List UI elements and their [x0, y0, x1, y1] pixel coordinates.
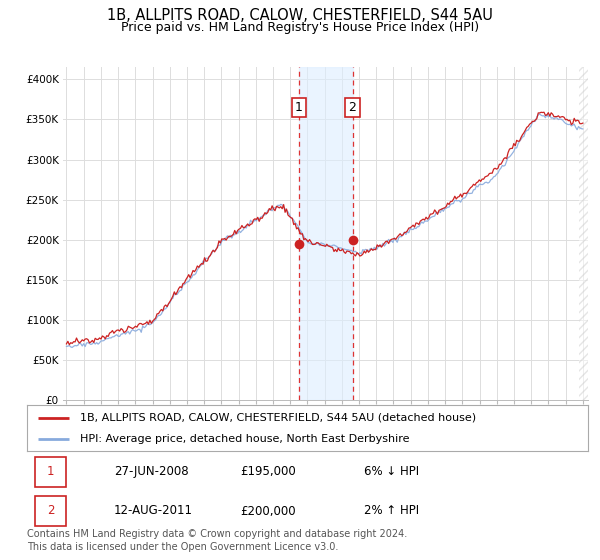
Text: HPI: Average price, detached house, North East Derbyshire: HPI: Average price, detached house, Nort… [80, 435, 410, 444]
Bar [299, 67, 353, 400]
Text: 2: 2 [349, 101, 356, 114]
Text: 1B, ALLPITS ROAD, CALOW, CHESTERFIELD, S44 5AU (detached house): 1B, ALLPITS ROAD, CALOW, CHESTERFIELD, S… [80, 413, 476, 423]
Text: 6% ↓ HPI: 6% ↓ HPI [364, 465, 419, 478]
Text: 2% ↑ HPI: 2% ↑ HPI [364, 505, 419, 517]
Text: Contains HM Land Registry data © Crown copyright and database right 2024.
This d: Contains HM Land Registry data © Crown c… [27, 529, 407, 552]
Text: 2: 2 [47, 505, 55, 517]
Text: 27-JUN-2008: 27-JUN-2008 [114, 465, 188, 478]
FancyBboxPatch shape [35, 496, 66, 526]
Text: 12-AUG-2011: 12-AUG-2011 [114, 505, 193, 517]
Text: £200,000: £200,000 [240, 505, 296, 517]
Text: Price paid vs. HM Land Registry's House Price Index (HPI): Price paid vs. HM Land Registry's House … [121, 21, 479, 34]
FancyBboxPatch shape [35, 457, 66, 487]
Text: £195,000: £195,000 [240, 465, 296, 478]
Text: 1: 1 [47, 465, 55, 478]
Text: 1B, ALLPITS ROAD, CALOW, CHESTERFIELD, S44 5AU: 1B, ALLPITS ROAD, CALOW, CHESTERFIELD, S… [107, 8, 493, 24]
Text: 1: 1 [295, 101, 302, 114]
